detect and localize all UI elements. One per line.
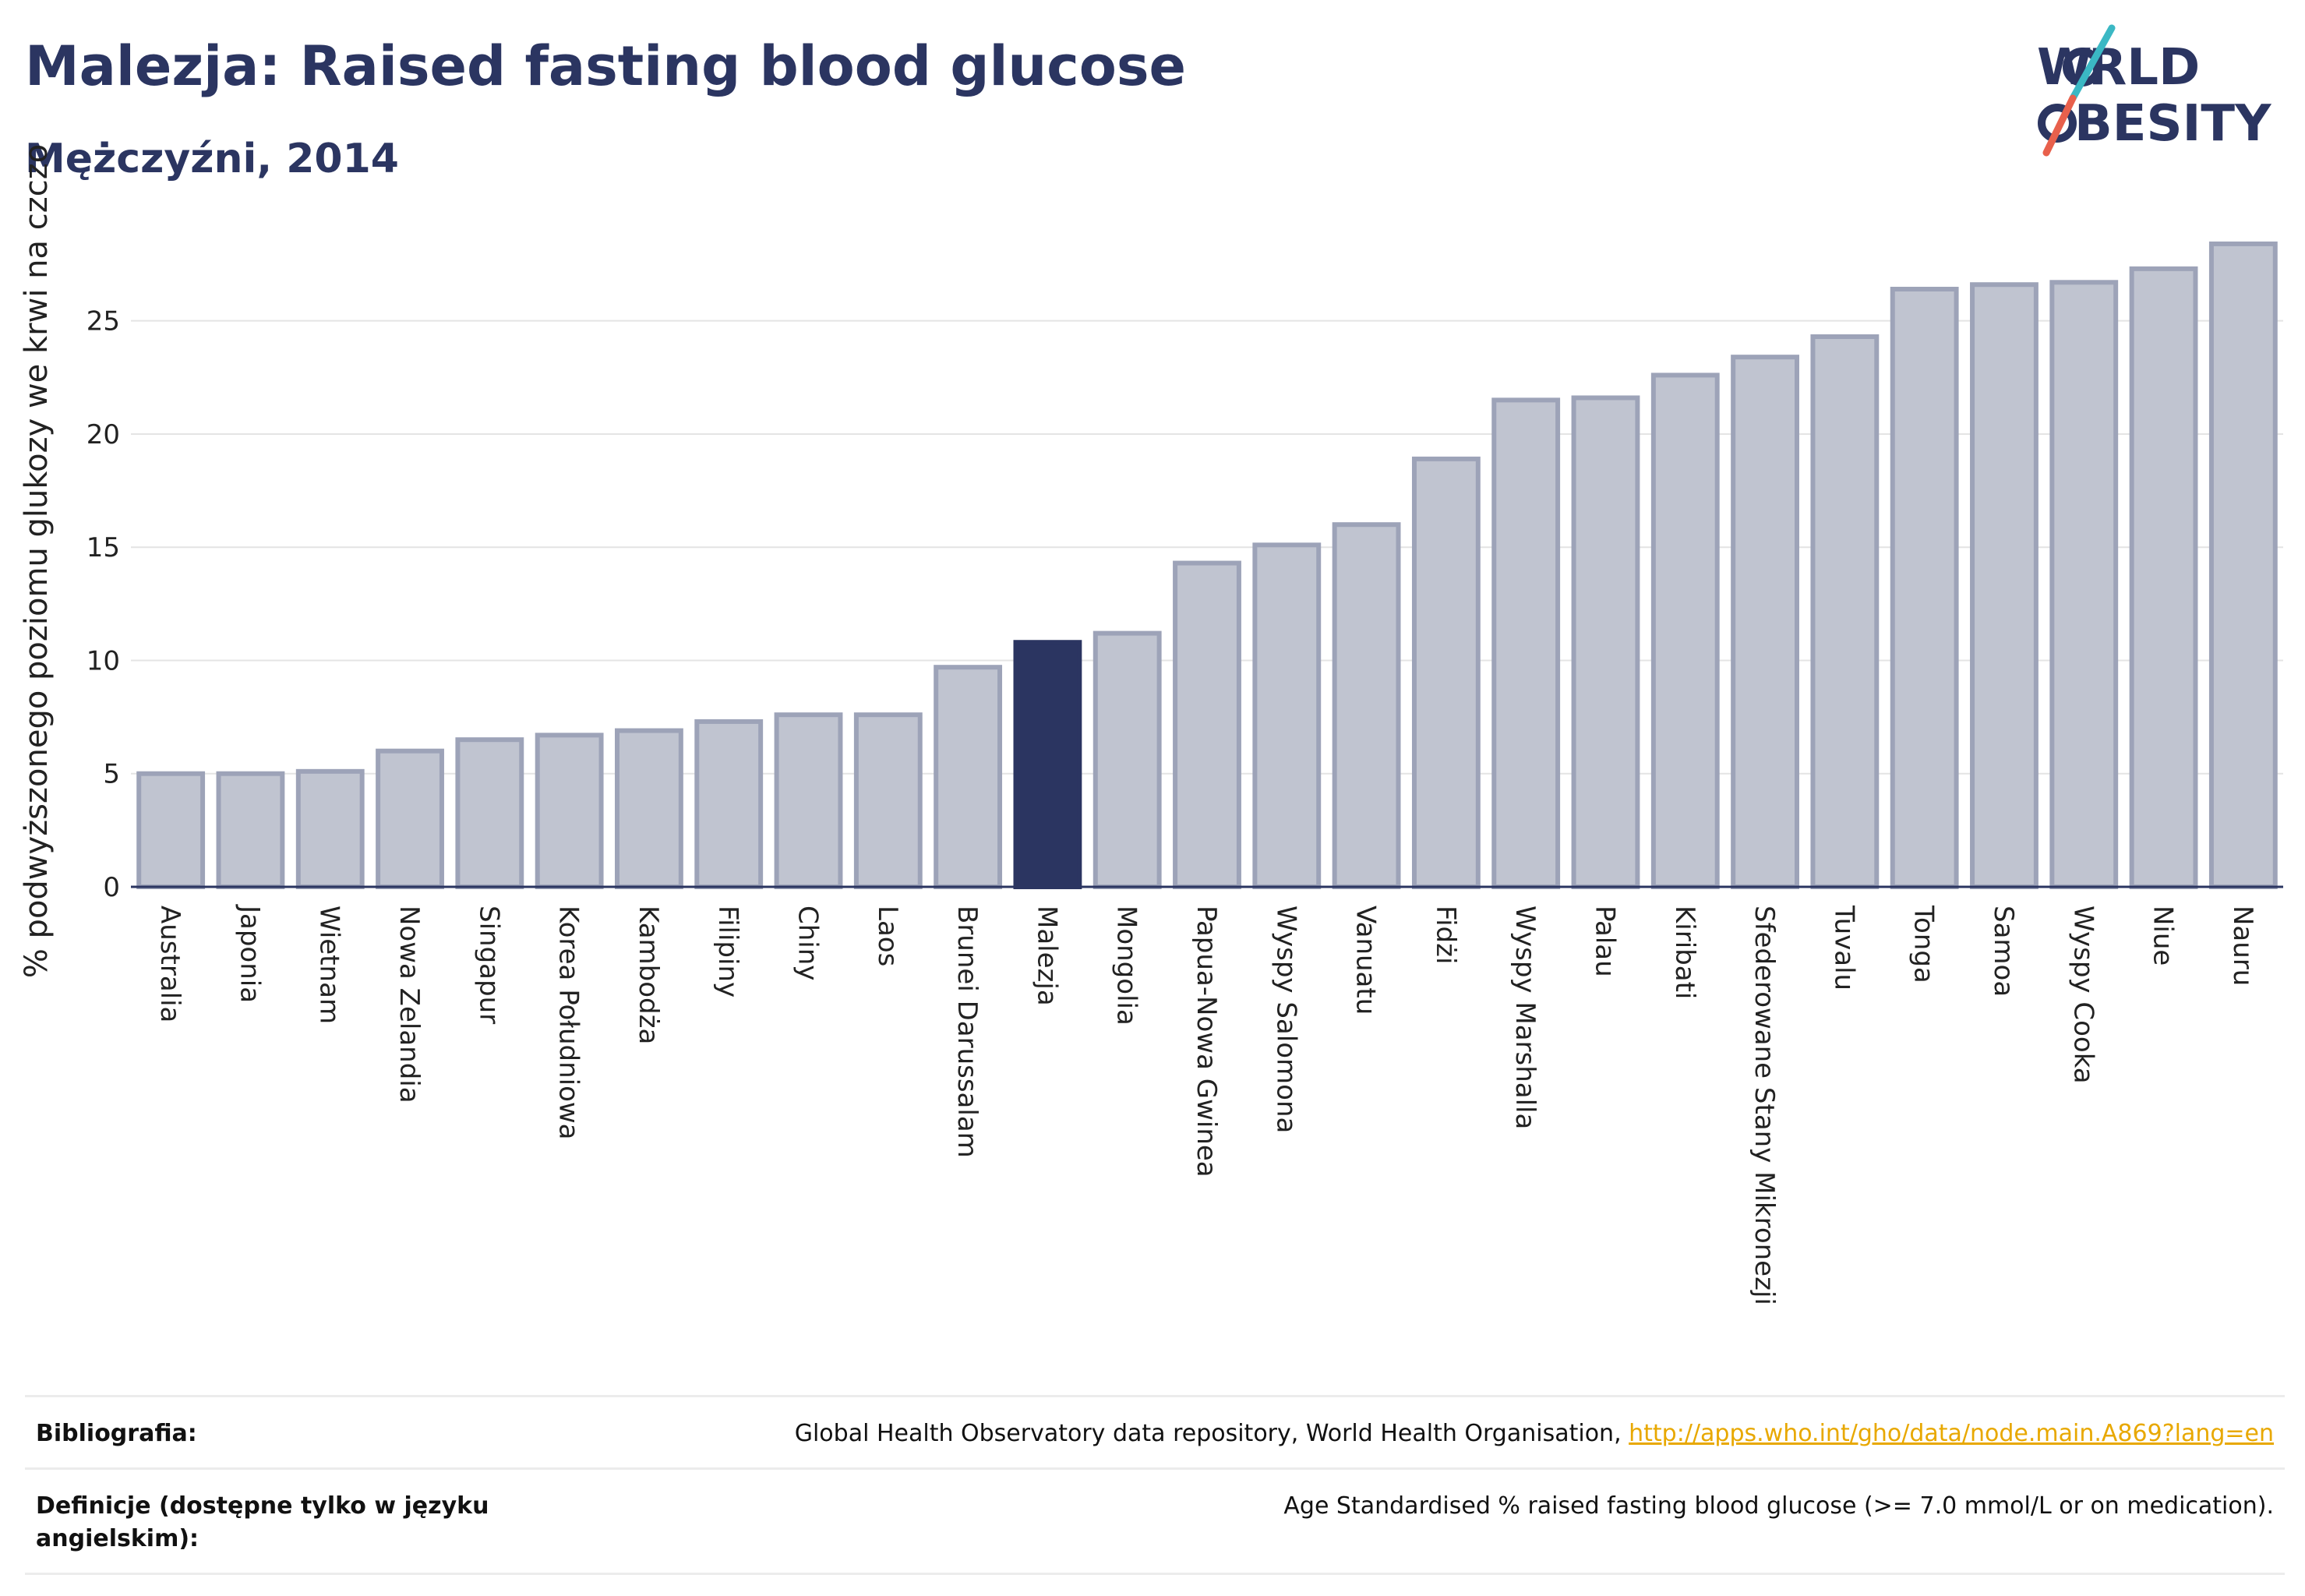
- x-tick-label: Vanuatu: [1350, 906, 1382, 1015]
- bar-nowa-zelandia[interactable]: [376, 748, 444, 889]
- bar-malezja[interactable]: [1013, 640, 1082, 889]
- x-tick-label: Kiribati: [1669, 906, 1700, 999]
- x-tick-label: Laos: [872, 906, 903, 966]
- world-obesity-logo: W RLD BESITY: [2037, 24, 2271, 157]
- x-tick-label: Sfederowane Stany Mikronezji: [1749, 906, 1780, 1305]
- y-tick-label: 10: [86, 645, 120, 676]
- x-tick-label: Kambodża: [633, 906, 664, 1044]
- bar-niue[interactable]: [2129, 266, 2198, 889]
- x-tick-label: Australia: [154, 906, 185, 1022]
- bar-singapur[interactable]: [455, 737, 524, 889]
- svg-text:RLD: RLD: [2088, 39, 2200, 97]
- definitions-row: Definicje (dostępne tylko w języku angie…: [25, 1467, 2285, 1575]
- x-tick-label: Fidżi: [1430, 906, 1461, 964]
- x-tick-label: Brunei Darussalam: [951, 906, 983, 1158]
- bar-korea-południowa[interactable]: [535, 733, 604, 889]
- bar-filipiny[interactable]: [694, 719, 764, 889]
- bars: [136, 241, 2278, 890]
- x-tick-label: Korea Południowa: [553, 906, 584, 1140]
- x-tick-label: Japonia: [234, 904, 265, 1003]
- bar-chiny[interactable]: [774, 712, 843, 890]
- bibliography-row: Bibliografia: Global Health Observatory …: [25, 1395, 2285, 1467]
- bar-japonia[interactable]: [216, 771, 285, 889]
- svg-text:BESITY: BESITY: [2074, 95, 2271, 153]
- x-tick-label: Tuvalu: [1828, 905, 1859, 990]
- y-tick-label: 15: [86, 532, 120, 563]
- bibliography-label: Bibliografia:: [36, 1420, 197, 1447]
- x-tick-label: Nauru: [2227, 906, 2258, 986]
- bar-laos[interactable]: [853, 712, 923, 890]
- bar-palau[interactable]: [1571, 395, 1640, 890]
- x-tick-label: Papua-Nowa Gwinea: [1191, 906, 1222, 1178]
- x-tick-label: Nowa Zelandia: [394, 906, 425, 1103]
- x-tick-label: Palau: [1589, 906, 1620, 977]
- bar-mongolia[interactable]: [1092, 630, 1162, 889]
- bar-wyspy-cooka[interactable]: [2049, 280, 2119, 889]
- y-axis-label: % podwyższonego poziomu glukozy we krwi …: [19, 144, 55, 978]
- y-tick-label: 25: [86, 306, 120, 337]
- bar-chart: 0 5 10 15 20 25 Australia Japonia Wietnam Nowa Ze…: [19, 144, 2283, 1305]
- bar-kambodża[interactable]: [615, 728, 683, 890]
- x-tick-label: Samoa: [1988, 906, 2019, 997]
- bar-tuvalu[interactable]: [1810, 334, 1880, 889]
- bar-wietnam[interactable]: [295, 768, 365, 890]
- x-tick-label: Mongolia: [1111, 906, 1142, 1026]
- x-tick-label: Wietnam: [314, 906, 345, 1024]
- y-tick-label: 5: [103, 759, 120, 790]
- x-tick-label: Niue: [2148, 906, 2179, 966]
- bibliography-value: Global Health Observatory data repositor…: [795, 1418, 2274, 1450]
- y-tick-label: 20: [86, 419, 120, 450]
- bar-fidżi[interactable]: [1411, 456, 1481, 889]
- bar-nauru[interactable]: [2208, 241, 2278, 889]
- definitions-label: Definicje (dostępne tylko w języku angie…: [36, 1492, 489, 1552]
- bar-vanuatu[interactable]: [1332, 522, 1401, 889]
- bibliography-text: Global Health Observatory data repositor…: [794, 1420, 1629, 1447]
- x-tick-label: Wyspy Cooka: [2067, 906, 2099, 1084]
- bar-wyspy-marshalla[interactable]: [1491, 397, 1561, 889]
- footer-table: Bibliografia: Global Health Observatory …: [25, 1395, 2285, 1575]
- x-tick-label: Wyspy Marshalla: [1509, 906, 1541, 1129]
- definitions-value: Age Standardised % raised fasting blood …: [1283, 1492, 2274, 1520]
- bar-sfederowane-stany-mikronezji[interactable]: [1731, 355, 1799, 890]
- bar-australia[interactable]: [136, 771, 206, 889]
- bar-kiribati[interactable]: [1650, 373, 1720, 889]
- chart-title: Malezja: Raised fasting blood glucose: [25, 34, 1186, 98]
- bibliography-link[interactable]: http://apps.who.int/gho/data/node.main.A…: [1629, 1420, 2274, 1447]
- x-tick-label: Wyspy Salomona: [1270, 906, 1301, 1133]
- bar-tonga[interactable]: [1890, 287, 1959, 890]
- bar-wyspy-salomona[interactable]: [1252, 542, 1322, 889]
- y-tick-label: 0: [103, 872, 120, 903]
- x-tick-label: Singapur: [473, 906, 504, 1024]
- bar-papua-nowa-gwinea[interactable]: [1173, 560, 1241, 889]
- chart-subtitle: Mężczyźni, 2014: [25, 136, 399, 182]
- bar-brunei-darussalam[interactable]: [934, 665, 1003, 889]
- x-tick-label: Tonga: [1908, 905, 1940, 983]
- bar-samoa[interactable]: [1970, 282, 2038, 889]
- x-tick-label: Chiny: [792, 906, 824, 980]
- x-tick-label: Malezja: [1031, 906, 1062, 1006]
- labels: 0 5 10 15 20 25 Australia Japonia Wietnam Nowa Ze…: [19, 144, 2258, 1305]
- x-tick-label: Filipiny: [712, 906, 743, 998]
